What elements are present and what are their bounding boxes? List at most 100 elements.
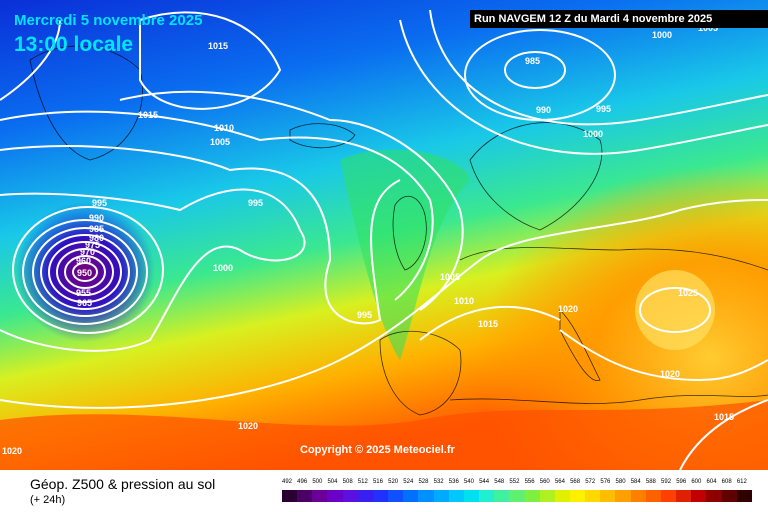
scale-label: 524 xyxy=(403,479,414,485)
scale-label: 612 xyxy=(736,479,747,485)
isobar-low-ring xyxy=(32,227,138,317)
scale-label: 536 xyxy=(448,479,459,485)
scale-swatch xyxy=(479,490,495,502)
scale-label: 492 xyxy=(282,479,293,485)
scale-swatch xyxy=(645,490,661,502)
greenland-coast xyxy=(29,45,143,161)
iberia-coast xyxy=(379,330,462,416)
isobar-label: 950 xyxy=(77,268,92,278)
isobar-label: 1025 xyxy=(678,288,698,298)
scale-swatch xyxy=(448,490,464,502)
isobars xyxy=(0,9,768,470)
scale-swatch xyxy=(706,490,722,502)
isobar-labels: 1015 1015 1010 1005 1000 985 990 995 100… xyxy=(2,23,734,456)
isobar-label: 1015 xyxy=(138,110,158,120)
isobar-995-north xyxy=(429,9,768,126)
scandinavia-coast xyxy=(469,122,603,231)
italy-coast xyxy=(559,309,601,381)
color-scale-bar xyxy=(282,490,752,502)
scale-swatch xyxy=(524,490,540,502)
isobar-low-ring xyxy=(56,248,114,296)
isobar-label: 1020 xyxy=(558,304,578,314)
isobar-label: 1015 xyxy=(714,412,734,422)
isobar-label: 990 xyxy=(536,105,551,115)
scale-label: 580 xyxy=(615,479,626,485)
isobar-label: 985 xyxy=(525,56,540,66)
scale-swatch xyxy=(312,490,328,502)
isobar-1025 xyxy=(639,287,711,333)
isobar-label: 995 xyxy=(92,198,107,208)
isobar-1000-north xyxy=(399,19,768,155)
isobar-label: 1000 xyxy=(213,263,233,273)
scale-label: 540 xyxy=(463,479,474,485)
isobar-low-ring xyxy=(72,262,98,282)
scale-swatch xyxy=(342,490,358,502)
scale-swatch xyxy=(463,490,480,502)
isobar-low-ring xyxy=(22,219,148,325)
scale-label: 548 xyxy=(494,479,505,485)
scale-swatch xyxy=(282,490,298,502)
isobar-label: 955 xyxy=(76,288,91,298)
scale-label: 496 xyxy=(297,479,308,485)
scale-swatch xyxy=(721,490,737,502)
scale-swatch xyxy=(676,490,692,502)
isobar-label: 1000 xyxy=(583,129,603,139)
scale-swatch xyxy=(554,490,570,502)
scale-label: 564 xyxy=(554,479,565,485)
scale-swatch xyxy=(327,490,343,502)
isobar-label: 1010 xyxy=(214,123,234,133)
scale-label: 588 xyxy=(645,479,656,485)
copyright-notice: Copyright © 2025 Meteociel.fr xyxy=(300,444,455,456)
isobar-label: 1005 xyxy=(698,23,718,33)
scale-swatch xyxy=(569,490,586,502)
scale-label: 584 xyxy=(630,479,641,485)
isobar-low-ring xyxy=(12,206,164,334)
isobar-label: 960 xyxy=(76,256,91,266)
scale-label: 604 xyxy=(706,479,717,485)
product-title: Géop. Z500 & pression au sol xyxy=(30,476,216,492)
isobar-995 xyxy=(0,188,306,352)
isobar-label: 1010 xyxy=(454,296,474,306)
scale-label: 504 xyxy=(327,479,338,485)
scale-swatch xyxy=(372,490,389,502)
scale-swatch xyxy=(736,490,752,502)
scale-swatch xyxy=(585,490,601,502)
scale-label: 572 xyxy=(585,479,596,485)
scale-swatch xyxy=(509,490,525,502)
isobar-label: 1000 xyxy=(652,30,672,40)
scale-label: 576 xyxy=(600,479,611,485)
isobar-1010 xyxy=(119,90,464,311)
isobar-label: 990 xyxy=(89,213,104,223)
scale-label: 500 xyxy=(312,479,323,485)
isobar-label: 965 xyxy=(77,298,92,308)
balkan-high-core xyxy=(635,270,715,350)
isobar-1020 xyxy=(0,199,768,409)
scale-swatch xyxy=(660,490,677,502)
southern-red-band xyxy=(0,400,768,470)
scale-label: 528 xyxy=(418,479,429,485)
coastlines xyxy=(29,45,768,416)
scale-label: 552 xyxy=(509,479,520,485)
scale-label: 544 xyxy=(479,479,490,485)
forecast-date: Mercredi 5 novembre 2025 xyxy=(14,12,203,29)
scale-label: 516 xyxy=(372,479,383,485)
isobar-low-ring xyxy=(40,234,130,310)
isobar-label: 1005 xyxy=(210,137,230,147)
scale-swatch xyxy=(433,490,449,502)
iceland-coast xyxy=(289,123,356,149)
isobar-label: 1015 xyxy=(478,319,498,329)
isobar-label: 980 xyxy=(89,233,104,243)
forecast-time: 13:00 locale xyxy=(14,33,134,56)
scale-swatch xyxy=(403,490,419,502)
scale-swatch xyxy=(600,490,616,502)
isobar-label: 1005 xyxy=(440,272,460,282)
isobar-label: 985 xyxy=(89,224,104,234)
isobar-1015-east xyxy=(0,19,561,341)
scale-label: 532 xyxy=(433,479,444,485)
scale-swatch xyxy=(357,490,373,502)
scale-label: 608 xyxy=(721,479,732,485)
weather-map: 1015 1015 1010 1005 1000 985 990 995 100… xyxy=(0,0,768,470)
isobar-label: 995 xyxy=(596,104,611,114)
british-isles-coast xyxy=(392,195,427,271)
scale-swatch xyxy=(418,490,434,502)
